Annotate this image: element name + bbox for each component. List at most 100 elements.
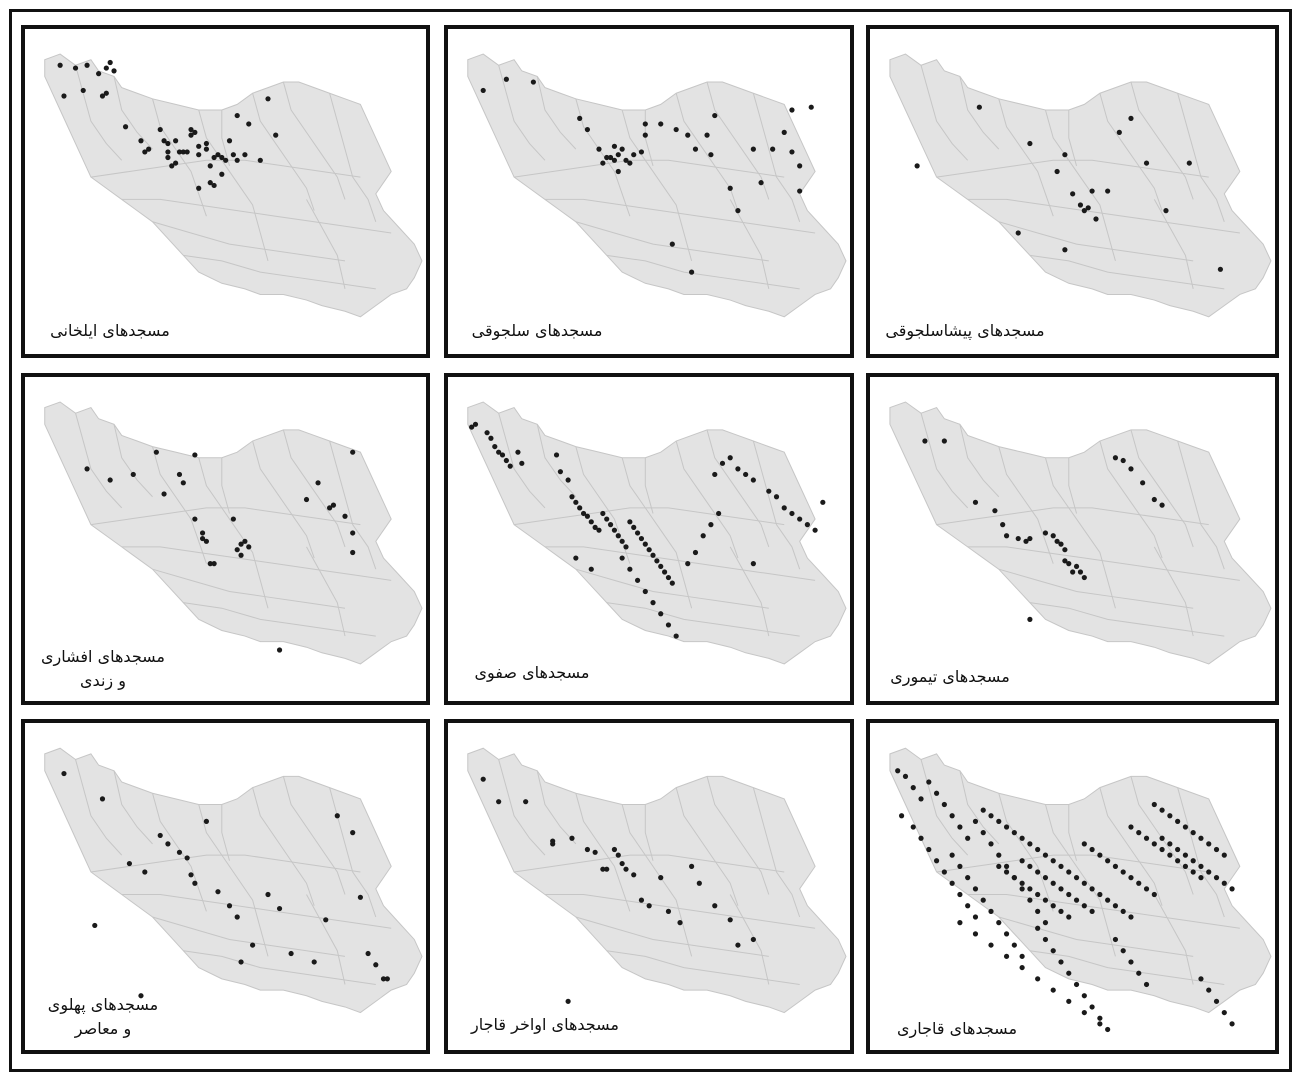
mosque-dot <box>607 154 614 161</box>
mosque-dot <box>142 149 148 155</box>
province-border <box>329 787 377 918</box>
mosque-dot <box>1035 976 1041 982</box>
mosque-dot <box>303 496 310 503</box>
mosque-dot <box>642 588 648 595</box>
mosque-dot <box>157 126 163 133</box>
mosque-dot <box>199 535 206 542</box>
province-border <box>536 424 577 498</box>
province-border <box>998 98 1054 217</box>
mosque-dot <box>1217 266 1224 272</box>
mosque-dot <box>615 168 621 175</box>
mosque-dot <box>1128 875 1134 881</box>
mosque-dot <box>1081 208 1087 214</box>
mosque-dot <box>1085 205 1091 211</box>
mosque-dot <box>1182 824 1189 830</box>
province-border <box>920 65 969 161</box>
iran-map <box>467 401 847 665</box>
mosque-dot <box>658 121 664 127</box>
mosque-dot <box>584 846 591 853</box>
mosque-dot <box>627 566 633 572</box>
mosque-dot <box>107 477 113 483</box>
mosque-dot <box>192 452 198 458</box>
map-panel-qajar: مسجدهای قاجاری <box>866 719 1279 1054</box>
mosque-dot <box>215 152 221 158</box>
mosque-dot <box>743 471 749 478</box>
mosque-dot <box>1143 886 1150 892</box>
province-border <box>621 457 693 609</box>
mosque-dot <box>980 830 986 836</box>
province-border <box>1099 93 1163 211</box>
mosque-dot <box>972 914 979 920</box>
mosque-dot <box>1003 824 1010 830</box>
mosque-dot <box>484 430 490 436</box>
mosque-dot <box>373 962 379 968</box>
province-border <box>752 93 801 222</box>
panel-label: مسجدهای تیموری <box>880 665 1020 689</box>
mosque-dot <box>326 505 333 511</box>
figure-frame <box>9 9 1292 1072</box>
mosque-dot <box>234 914 240 920</box>
mosque-dot <box>230 152 236 158</box>
mosque-dot <box>933 790 940 796</box>
mosque-dot <box>103 65 109 71</box>
map-panel-seljuk: مسجدهای سلجوقی <box>444 25 854 358</box>
mosque-dot <box>957 920 963 926</box>
province-border <box>1099 787 1163 906</box>
panel-label: مسجدهای افشاری و زندی <box>33 645 173 693</box>
mosque-dot <box>972 499 979 505</box>
province-border <box>575 568 769 609</box>
mosque-dot <box>933 858 940 864</box>
mosque-dot <box>1011 875 1017 881</box>
mosque-dot <box>658 611 664 617</box>
mosque-dot <box>972 886 979 892</box>
mosque-dot <box>323 917 329 923</box>
province-border <box>306 199 346 289</box>
mosque-dot <box>642 121 648 127</box>
mosque-dot <box>257 157 263 163</box>
iran-outline <box>467 401 847 665</box>
mosque-dot <box>165 149 171 155</box>
map-panel-afshar-zand: مسجدهای افشاری و زندی <box>21 373 430 705</box>
mosque-dot <box>1206 841 1212 847</box>
province-border <box>121 198 392 234</box>
mosque-dot <box>1027 886 1033 892</box>
province-border <box>920 413 969 509</box>
mosque-dot <box>1182 863 1189 869</box>
panel-label: مسجدهای سلجوقی <box>462 319 612 343</box>
province-border <box>1177 93 1225 222</box>
province-border <box>498 65 546 161</box>
mosque-dot <box>1105 897 1111 903</box>
mosque-dot <box>1050 858 1056 864</box>
mosque-dot <box>1151 891 1157 898</box>
mosque-dot <box>992 508 998 514</box>
mosque-dot <box>1097 1015 1103 1021</box>
mosque-dot <box>1151 496 1157 503</box>
mosque-dot <box>1054 538 1060 544</box>
mosque-dot <box>708 152 714 158</box>
mosque-dot <box>472 421 479 427</box>
mosque-dot <box>1229 1021 1235 1027</box>
mosque-dot <box>634 577 641 583</box>
mosque-dot <box>1070 191 1076 197</box>
panel-label: مسجدهای صفوی <box>462 661 602 685</box>
province-border <box>575 793 631 912</box>
mosque-dot <box>1015 230 1021 236</box>
province-border <box>1130 81 1194 200</box>
province-border <box>282 81 346 200</box>
mosque-dot <box>1136 880 1142 886</box>
mosque-dot <box>627 160 633 166</box>
mosque-dot <box>1054 168 1060 175</box>
mosque-dot <box>1077 569 1084 575</box>
province-border <box>113 770 153 845</box>
mosque-dot <box>1019 953 1025 959</box>
mosque-dot <box>910 824 916 830</box>
mosque-dot <box>196 152 202 158</box>
province-border <box>152 98 207 217</box>
mosque-dot <box>350 449 356 455</box>
mosque-dot <box>1128 959 1134 965</box>
mosque-dot <box>949 813 955 819</box>
mosque-dot <box>604 154 610 161</box>
mosque-dot <box>600 866 606 872</box>
mosque-dot <box>1062 558 1068 564</box>
mosque-dot <box>1159 835 1165 841</box>
